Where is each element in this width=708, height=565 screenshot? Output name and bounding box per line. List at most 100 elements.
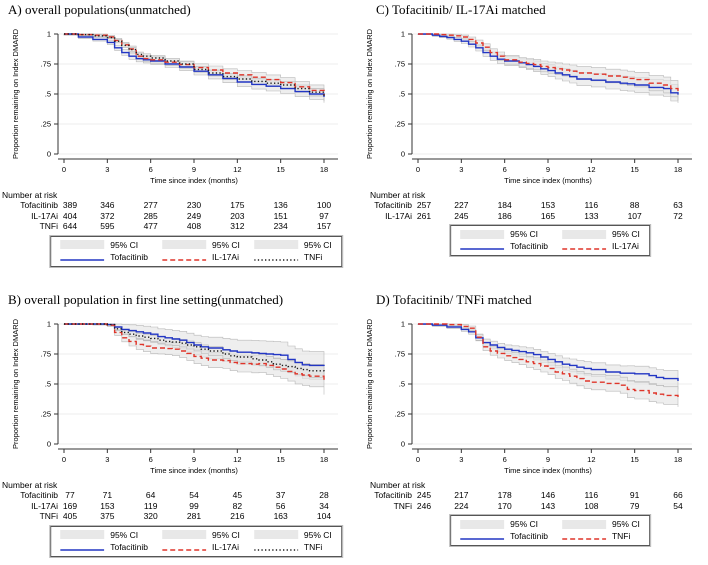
line-sample-icon [460,531,505,541]
risk-value: 146 [540,490,556,500]
ci-band-swatch-icon [253,530,298,539]
risk-value: 100 [316,200,332,210]
y-tick-label: 1 [401,30,405,39]
line-sample-icon [561,241,606,251]
x-tick-label: 18 [674,455,682,464]
legend-entry-Tofacitinib: 95% CI Tofacitinib [460,229,548,251]
risk-value: 405 [62,511,78,521]
ci-band-swatch-icon [253,240,298,249]
ci-band-swatch-icon [162,530,207,539]
x-tick-label: 3 [105,455,109,464]
series-label: Tofacitinib [110,541,149,552]
y-tick-label: .5 [45,380,51,389]
risk-value: 281 [186,511,202,521]
y-axis-title: Proportion remaining on Index DMARD [365,28,374,159]
ci-band-swatch-icon [460,519,505,529]
risk-value: 97 [319,210,329,221]
x-tick-label: 0 [416,165,420,174]
legend-entry-Tofacitinib: 95% CI Tofacitinib [460,519,548,541]
y-tick-label: 1 [47,320,51,329]
risk-value: 372 [100,210,115,221]
risk-value: 203 [230,210,245,221]
risk-table-header: Number at risk [370,480,426,490]
panel-title-C: C) Tofacitinib/ IL-17Ai matched [376,2,546,17]
line-sample-icon [162,542,207,552]
series-label: IL-17Ai [611,241,639,251]
risk-value: 408 [186,221,202,231]
legend: 95% CI Tofacitinib 95% CI IL-17Ai 95% CI TNFi [49,234,343,268]
risk-value: 66 [673,490,683,500]
km-curve-IL-17Ai [64,323,325,383]
ci-label: 95% CI [110,529,139,540]
y-tick-label: .75 [41,350,51,359]
risk-value: 88 [629,200,640,210]
series-label: TNFi [303,251,323,262]
risk-value: 312 [230,221,245,231]
legend: 95% CI Tofacitinib 95% CI TNFi [449,514,651,547]
y-tick-label: .5 [399,380,405,389]
panel-title-B: B) overall population in first line sett… [8,292,284,307]
risk-value: 79 [629,500,640,511]
risk-value: 178 [497,490,512,500]
risk-value: 104 [316,511,332,521]
legend-entry-TNFi: 95% CI TNFi [561,519,640,541]
risk-row-label: IL-17Ai [385,210,412,221]
risk-table-header: Number at risk [2,480,58,490]
risk-value: 224 [454,500,469,511]
risk-value: 151 [273,210,288,221]
ci-band-swatch-icon [561,229,606,239]
risk-value: 175 [230,200,245,210]
risk-value: 116 [584,200,599,210]
risk-value: 71 [102,490,113,500]
y-tick-label: .5 [399,90,405,99]
risk-value: 320 [143,511,158,521]
risk-row-label: TNFi [393,500,412,511]
ci-band-swatch-icon [162,240,207,249]
legend-entry-TNFi: 95% CI TNFi [253,530,332,552]
ci-label: 95% CI [110,239,139,250]
legend-entry-IL-17Ai: 95% CI IL-17Ai [162,530,240,552]
risk-value: 346 [100,200,115,210]
x-tick-label: 3 [459,455,463,464]
risk-value: 246 [416,500,432,511]
line-sample-icon [253,542,298,552]
risk-value: 157 [316,221,332,231]
series-label: Tofacitinib [510,531,548,541]
y-tick-label: .75 [395,350,405,359]
y-tick-label: 1 [401,320,405,329]
y-tick-label: 0 [47,440,51,449]
x-tick-label: 0 [62,165,66,174]
risk-row-label: TNFi [39,511,58,521]
y-tick-label: .25 [395,120,405,129]
x-tick-label: 12 [233,455,241,464]
risk-row-label: Tofacitinib [20,490,58,500]
y-axis-title: Proportion remaining on Index DMARD [11,318,20,449]
x-tick-label: 3 [105,165,109,174]
line-sample-icon [162,252,207,262]
risk-value: 133 [584,210,599,221]
risk-value: 170 [497,500,512,511]
risk-value: 285 [143,210,158,221]
y-tick-label: .25 [395,410,405,419]
panel-tofacitinib-tnfi-matched: D) Tofacitinib/ TNFi matched 0 .25 .5 .75 1 Pr… [354,290,708,565]
y-tick-label: 0 [401,150,405,159]
ci-label: 95% CI [212,239,240,250]
km-plot-C: 0 .25 .5 .75 1 Proportion remaining on Index … [365,28,692,185]
x-tick-label: 15 [276,455,284,464]
risk-value: 116 [584,490,599,500]
km-curve-Tofacitinib [64,323,325,367]
risk-value: 245 [454,210,469,221]
risk-value: 230 [186,200,202,210]
risk-value: 91 [629,490,640,500]
x-tick-label: 12 [233,165,241,174]
x-tick-label: 18 [674,165,682,174]
ci-label: 95% CI [212,529,240,540]
risk-value: 404 [62,210,78,221]
risk-table-header: Number at risk [370,190,426,200]
risk-row-label: TNFi [39,221,58,231]
risk-value: 153 [100,500,115,511]
risk-value: 82 [232,500,243,511]
x-axis-title: Time since index (months) [504,466,592,475]
risk-value: 54 [189,490,199,500]
risk-row-label: IL-17Ai [31,500,58,511]
